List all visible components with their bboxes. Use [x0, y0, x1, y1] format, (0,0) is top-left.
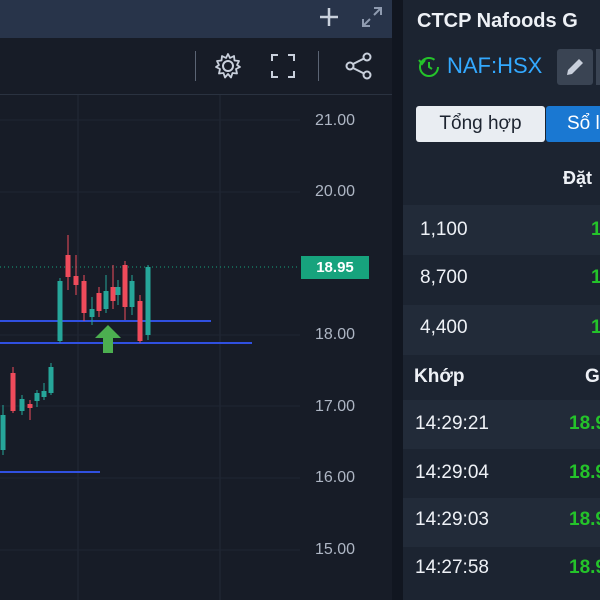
candle-body — [137, 301, 143, 341]
realtime-clock-icon — [418, 57, 439, 77]
matched-price: 18.9 — [569, 557, 600, 578]
candle-body — [122, 265, 128, 307]
candle-body — [81, 281, 87, 313]
matched-row: 14:27:58 18.9 — [403, 547, 600, 596]
expand-icon[interactable] — [360, 5, 384, 29]
candle-body — [110, 287, 116, 301]
toolbar-divider — [318, 51, 319, 81]
orderbook-flag: 1 — [591, 317, 600, 338]
candle-body — [19, 399, 25, 411]
matched-time: 14:29:04 — [415, 462, 489, 483]
candle-body — [96, 293, 102, 311]
fullscreen-icon[interactable] — [270, 53, 296, 79]
company-title: CTCP Nafoods G — [417, 10, 578, 32]
candle-body — [115, 287, 121, 295]
pencil-icon — [567, 59, 583, 75]
toolbar-divider — [195, 51, 196, 81]
extra-button[interactable] — [596, 49, 600, 85]
candle-body — [57, 281, 63, 341]
chart-top-bar — [0, 0, 392, 38]
tab-summary[interactable]: Tổng hợp — [416, 106, 545, 142]
orderbook-header: Đặt — [563, 168, 593, 188]
stock-info-panel: CTCP Nafoods G NAF:HSX Tổng hợp Sổ l Đặt… — [403, 0, 600, 600]
last-price-tag: 18.95 — [301, 256, 369, 279]
price-tick-label: 21.00 — [314, 112, 356, 129]
orderbook-flag: 1 — [591, 219, 600, 240]
share-icon[interactable] — [345, 52, 373, 80]
matched-header-time: Khớp — [414, 366, 465, 387]
matched-row: 14:29:21 18.9 — [403, 400, 600, 449]
matched-price: 18.9 — [569, 462, 600, 483]
matched-row: 14:29:03 18.9 — [403, 498, 600, 547]
edit-button[interactable] — [557, 49, 593, 85]
candle-body — [129, 281, 135, 307]
matched-price: 18.9 — [569, 413, 600, 434]
candle-body — [10, 373, 16, 411]
candle-body — [41, 391, 47, 397]
candle-body — [65, 255, 71, 277]
candle-body — [48, 367, 54, 393]
tab-orderbook-label: Sổ l — [567, 113, 600, 134]
panel-separator[interactable] — [392, 0, 403, 600]
orderbook-row: 8,700 1 — [403, 255, 600, 305]
gear-icon[interactable] — [214, 52, 242, 80]
matched-time: 14:29:03 — [415, 509, 489, 530]
matched-price: 18.9 — [569, 509, 600, 530]
candle-body — [34, 393, 40, 401]
candle-body — [73, 276, 79, 285]
price-tick-label: 17.00 — [314, 398, 356, 415]
candle-body — [0, 415, 6, 450]
buy-signal-arrow — [95, 325, 121, 353]
orderbook-volume: 4,400 — [420, 317, 468, 338]
plus-icon[interactable] — [318, 6, 340, 28]
orderbook-row: 1,100 1 — [403, 205, 600, 255]
price-tick-label: 18.00 — [314, 326, 356, 343]
candle-body — [27, 404, 33, 408]
orderbook-volume: 8,700 — [420, 267, 468, 288]
matched-time: 14:27:58 — [415, 557, 489, 578]
price-chart[interactable]: 21.00 20.00 18.95 18.00 17.00 16.00 15.0… — [0, 95, 392, 600]
matched-time: 14:29:21 — [415, 413, 489, 434]
chart-panel: 21.00 20.00 18.95 18.00 17.00 16.00 15.0… — [0, 0, 392, 600]
orderbook-flag: 1 — [591, 267, 600, 288]
candle-body — [89, 309, 95, 317]
ticker-symbol: NAF:HSX — [447, 53, 543, 78]
price-tick-label: 20.00 — [314, 183, 356, 200]
chart-toolbar — [0, 38, 392, 95]
matched-row: 14:29:04 18.9 — [403, 449, 600, 498]
price-tick-label: 16.00 — [314, 469, 356, 486]
orderbook-row: 4,400 1 — [403, 305, 600, 355]
price-tick-label: 15.00 — [314, 541, 356, 558]
candle-body — [103, 291, 109, 309]
candle-body — [145, 267, 151, 335]
chart-canvas — [0, 95, 300, 600]
matched-header-price: G — [585, 366, 600, 387]
orderbook-volume: 1,100 — [420, 219, 468, 240]
tab-orderbook[interactable]: Sổ l — [546, 106, 600, 142]
